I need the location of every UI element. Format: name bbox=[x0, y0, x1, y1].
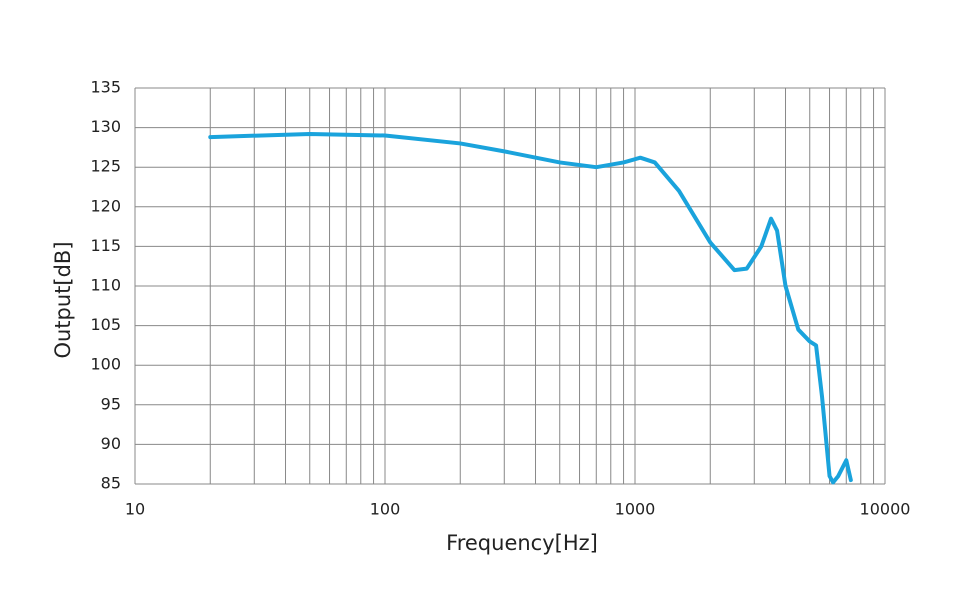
y-tick-label: 85 bbox=[101, 474, 121, 493]
y-tick-label: 110 bbox=[90, 276, 121, 295]
x-tick-label: 1000 bbox=[615, 500, 656, 519]
y-tick-label: 100 bbox=[90, 355, 121, 374]
x-tick-label: 10 bbox=[125, 500, 145, 519]
y-tick-label: 90 bbox=[101, 434, 121, 453]
y-tick-label: 125 bbox=[90, 157, 121, 176]
y-tick-label: 130 bbox=[90, 117, 121, 136]
y-tick-label: 135 bbox=[90, 78, 121, 97]
y-tick-label: 120 bbox=[90, 196, 121, 215]
y-tick-label: 105 bbox=[90, 315, 121, 334]
x-tick-label: 100 bbox=[370, 500, 401, 519]
curve bbox=[208, 131, 853, 485]
x-axis-title: Frequency[Hz] bbox=[446, 531, 598, 555]
y-tick-label: 115 bbox=[90, 236, 121, 255]
y-axis-title: Output[dB] bbox=[51, 241, 75, 358]
y-tick-label: 95 bbox=[101, 394, 121, 413]
x-tick-label: 10000 bbox=[860, 500, 911, 519]
